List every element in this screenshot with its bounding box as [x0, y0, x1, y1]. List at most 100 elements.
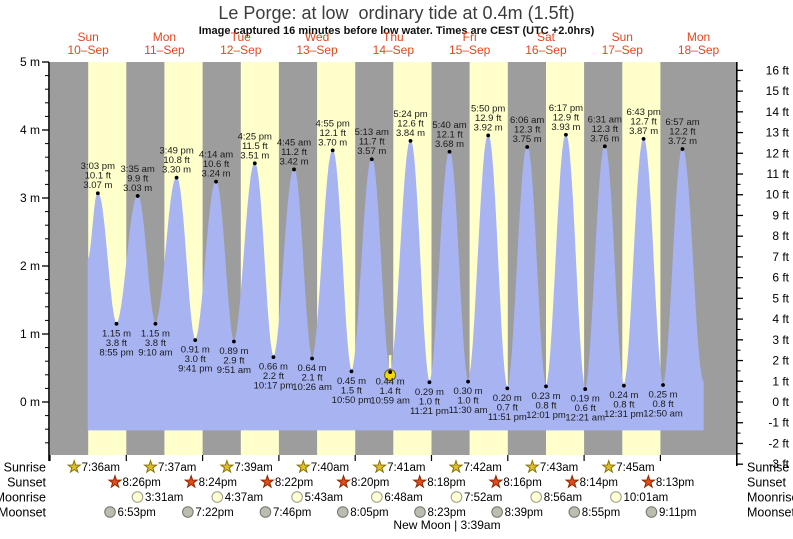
right-axis-tick-label: 10 ft: [766, 188, 790, 202]
low-tide-dot: [388, 370, 393, 374]
right-axis-tick-label: 14 ft: [766, 105, 790, 119]
low-tide-ft-label: 0.8 ft: [535, 400, 556, 411]
high-tide-m-label: 3.93 m: [551, 122, 580, 133]
low-tide-dot: [466, 379, 470, 384]
moonrise-circle-icon: [450, 491, 463, 503]
moonset-circle-icon: [259, 506, 272, 518]
low-tide-dot: [193, 338, 198, 343]
left-axis-line: [48, 62, 50, 461]
moonrise-time: 8:56am: [544, 492, 582, 504]
high-tide-ft-label: 12.9 ft: [475, 113, 502, 124]
high-tide-m-label: 3.51 m: [240, 150, 269, 161]
high-tide-m-label: 3.42 m: [279, 156, 308, 167]
high-tide-time-label: 6:57 am: [665, 117, 699, 128]
low-tide-ft-label: 1.4 ft: [380, 386, 401, 397]
low-tide-dot: [427, 380, 432, 385]
right-axis-tick-label: -1 ft: [768, 416, 789, 430]
right-axis-tick-label: 1 ft: [772, 374, 789, 388]
left-axis-tick-label: 5 m: [20, 55, 40, 69]
low-tide-dot: [621, 383, 626, 388]
low-tide-ft-label: 0.7 ft: [497, 402, 518, 413]
high-tide-dot: [292, 167, 296, 172]
astro-row-label-right: Moonset: [747, 506, 793, 520]
moonrise-time: 10:01am: [623, 492, 668, 504]
sunset-time: 8:14pm: [580, 477, 618, 489]
low-tide-m-label: 0.45 m: [337, 376, 366, 387]
high-tide-dot: [680, 147, 685, 151]
day-name-label: Mon: [153, 30, 176, 44]
low-tide-m-label: 0.89 m: [219, 346, 248, 357]
day-name-label: Tue: [231, 30, 252, 44]
right-axis-tick-label: 6 ft: [772, 271, 789, 285]
right-axis-tick-label: 7 ft: [772, 250, 789, 264]
low-tide-ft-label: 0.8 ft: [613, 400, 634, 411]
moonset-circle-icon: [568, 506, 581, 518]
moonrise-time: 6:48am: [384, 492, 422, 504]
high-tide-dot: [602, 144, 607, 149]
moonset-time: 9:11pm: [659, 507, 697, 519]
low-tide-ft-label: 3.0 ft: [185, 354, 206, 365]
left-axis-tick-label: 0 m: [20, 395, 40, 409]
right-axis-tick-label: 2 ft: [772, 354, 789, 368]
sunrise-time: 7:41am: [387, 462, 425, 474]
high-tide-dot: [214, 179, 218, 184]
moonset-circle-icon: [182, 506, 194, 518]
high-tide-ft-label: 12.2 ft: [669, 127, 696, 138]
day-name-label: Wed: [305, 30, 329, 44]
high-tide-dot: [135, 194, 140, 198]
low-tide-time-label: 10:26 am: [292, 382, 332, 393]
low-tide-m-label: 0.19 m: [571, 394, 600, 405]
low-tide-m-label: 0.25 m: [649, 390, 678, 401]
low-tide-m-label: 1.15 m: [102, 328, 131, 339]
low-tide-m-label: 0.91 m: [181, 345, 210, 356]
high-tide-ft-label: 12.7 ft: [630, 116, 657, 127]
new-moon-label: New Moon | 3:39am: [393, 518, 500, 532]
high-tide-time-label: 4:45 am: [277, 137, 311, 148]
sunset-time: 8:16pm: [503, 477, 541, 489]
low-tide-m-label: 0.29 m: [415, 387, 444, 398]
low-tide-time-label: 10:50 pm: [332, 395, 372, 406]
sunrise-star-icon: [219, 459, 235, 474]
low-tide-m-label: 0.64 m: [298, 363, 327, 374]
left-axis-tick-label: 4 m: [20, 123, 40, 137]
sunset-time: 8:18pm: [427, 477, 465, 489]
low-tide-time-label: 12:21 am: [565, 413, 605, 424]
low-tide-dot: [505, 386, 510, 391]
moonrise-circle-icon: [211, 491, 224, 503]
sunrise-time: 7:37am: [158, 462, 196, 474]
sunset-star-icon: [564, 474, 580, 489]
high-tide-ft-label: 11.7 ft: [359, 137, 385, 148]
sunset-time: 8:13pm: [656, 477, 694, 489]
high-tide-dot: [564, 132, 568, 137]
sunset-star-icon: [107, 474, 123, 489]
day-name-label: Thu: [383, 30, 404, 44]
moonrise-time: 3:31am: [145, 492, 183, 504]
left-axis-tick-label: 2 m: [20, 259, 40, 273]
astro-row-label-right: Moonrise: [747, 491, 793, 505]
low-tide-dot: [583, 387, 588, 391]
low-tide-m-label: 0.24 m: [609, 390, 638, 401]
high-tide-dot: [486, 133, 491, 138]
sunset-star-icon: [183, 474, 199, 489]
low-tide-dot: [232, 339, 236, 344]
moonset-circle-icon: [336, 506, 349, 518]
day-name-label: Sun: [77, 30, 98, 44]
sunrise-star-icon: [143, 459, 158, 474]
right-axis-tick-label: 16 ft: [766, 63, 790, 77]
high-tide-time-label: 3:49 pm: [159, 146, 193, 157]
chart-title: Le Porge: at low ordinary tide at 0.4m (…: [218, 3, 575, 23]
low-tide-m-label: 0.30 m: [454, 386, 483, 397]
high-tide-m-label: 3.30 m: [162, 165, 191, 176]
right-axis-tick-label: 8 ft: [772, 229, 789, 243]
sunrise-star-icon: [524, 459, 540, 474]
day-date-label: 17–Sep: [602, 43, 644, 57]
moonset-time: 6:53pm: [118, 507, 156, 519]
low-tide-dot: [661, 383, 665, 387]
high-tide-time-label: 5:13 am: [355, 127, 389, 138]
chart-subtitle: Image captured 16 minutes before low wat…: [198, 25, 595, 37]
moonset-time: 8:23pm: [428, 507, 466, 519]
high-tide-m-label: 3.92 m: [474, 122, 503, 133]
high-tide-m-label: 3.75 m: [513, 134, 542, 145]
high-tide-time-label: 5:24 pm: [393, 109, 427, 120]
high-tide-m-label: 3.57 m: [357, 146, 386, 157]
